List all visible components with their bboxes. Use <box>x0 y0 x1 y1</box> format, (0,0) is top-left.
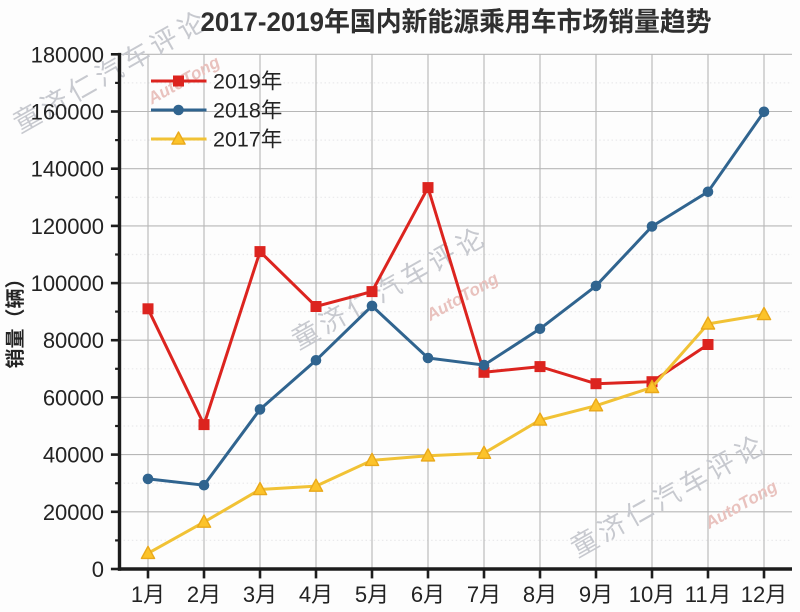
svg-text:160000: 160000 <box>31 100 104 125</box>
svg-text:2018: 2018 <box>213 99 261 123</box>
svg-text:120000: 120000 <box>31 214 104 239</box>
svg-text:3: 3 <box>243 582 255 607</box>
svg-text:11: 11 <box>685 582 708 607</box>
svg-text:80000: 80000 <box>43 328 104 353</box>
svg-text:9: 9 <box>579 582 591 607</box>
svg-text:6: 6 <box>411 582 423 607</box>
svg-text:7: 7 <box>467 582 479 607</box>
svg-text:8: 8 <box>523 582 535 607</box>
svg-text:140000: 140000 <box>31 157 104 182</box>
svg-text:60000: 60000 <box>43 385 104 410</box>
svg-text:0: 0 <box>92 557 104 582</box>
svg-text:5: 5 <box>355 582 367 607</box>
svg-text:2017-2019: 2017-2019 <box>200 6 323 37</box>
svg-text:100000: 100000 <box>31 271 104 296</box>
svg-text:2019: 2019 <box>213 70 261 94</box>
svg-text:180000: 180000 <box>31 42 104 67</box>
svg-text:2: 2 <box>187 582 199 607</box>
svg-text:4: 4 <box>299 582 311 607</box>
svg-text:20000: 20000 <box>43 500 104 525</box>
svg-text:10: 10 <box>629 582 653 607</box>
svg-text:12: 12 <box>741 582 765 607</box>
svg-text:40000: 40000 <box>43 443 104 468</box>
svg-text:1: 1 <box>131 582 143 607</box>
svg-text:2017: 2017 <box>213 128 261 152</box>
